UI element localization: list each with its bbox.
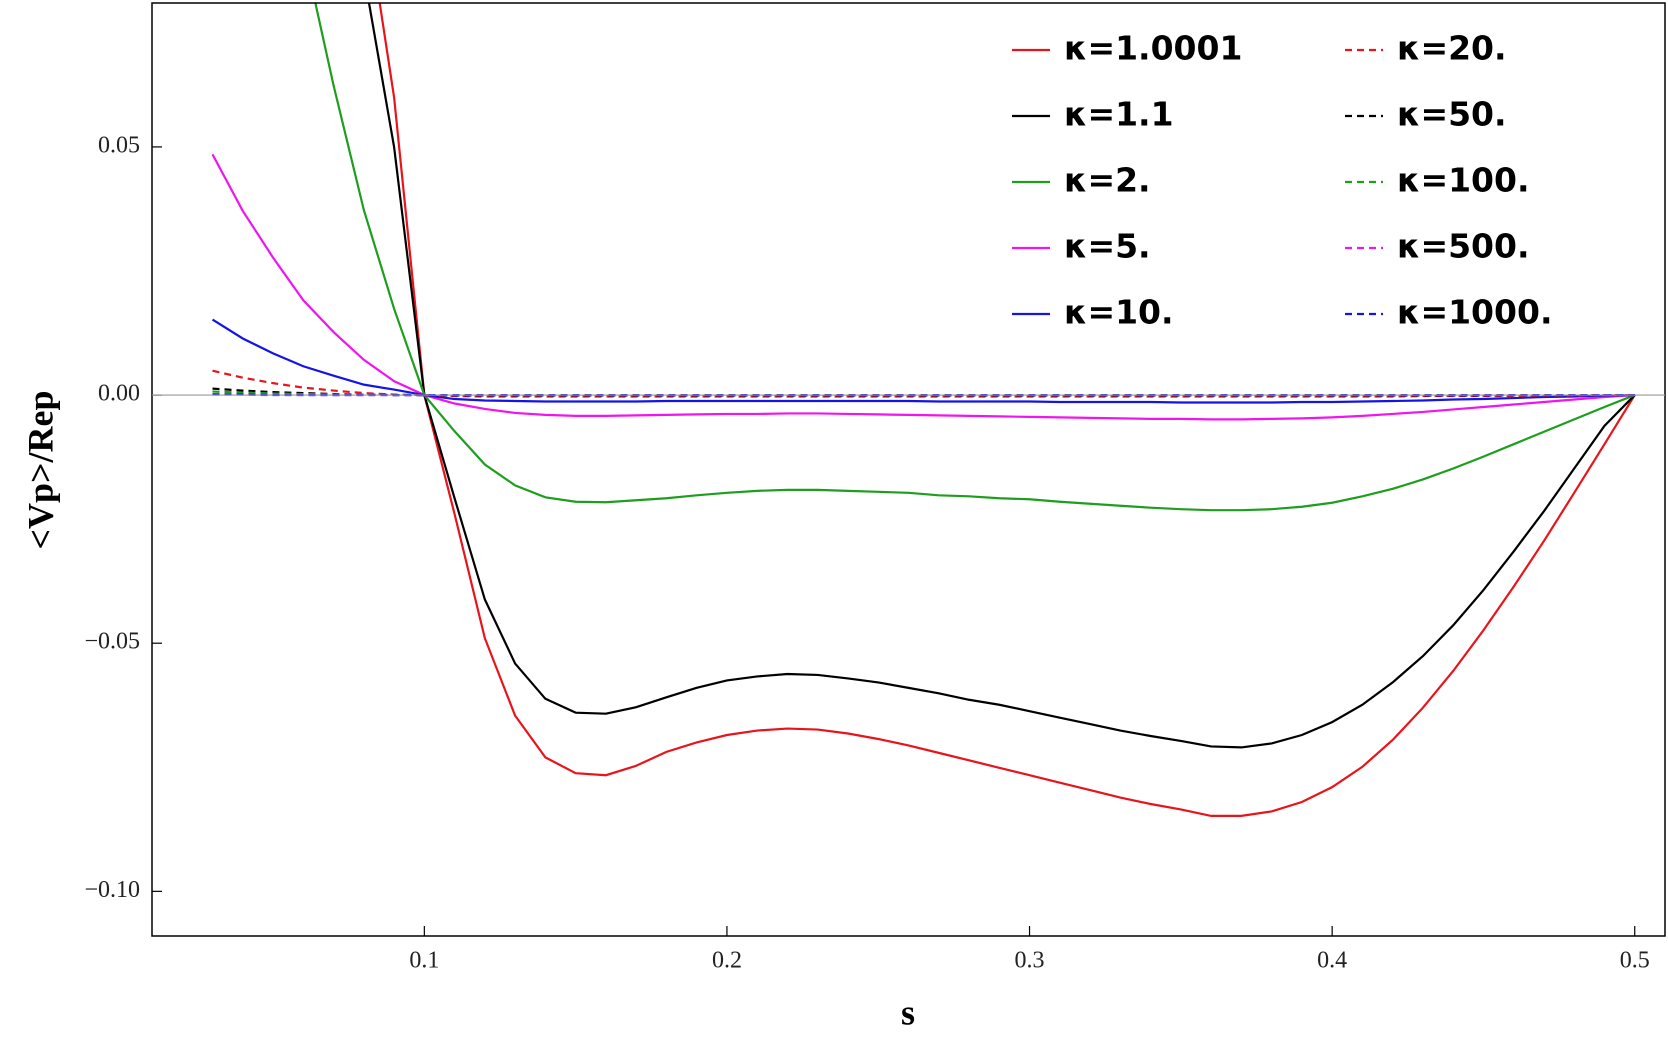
legend-label: κ=5. — [1064, 227, 1151, 266]
series-line — [211, 153, 1635, 421]
x-tick-label: 0.4 — [1317, 948, 1347, 974]
series-line — [378, 3, 1636, 817]
x-tick-label: 0.5 — [1620, 948, 1650, 974]
y-tick-label: −0.10 — [84, 877, 140, 903]
legend-label: κ=50. — [1397, 95, 1507, 134]
y-tick-label: 0.05 — [98, 132, 140, 158]
legend-label: κ=20. — [1397, 29, 1507, 68]
x-tick-label: 0.2 — [712, 948, 742, 974]
x-tick-label: 0.3 — [1015, 948, 1045, 974]
y-axis-label: <Vp>/Rep — [20, 390, 60, 549]
series-line — [211, 318, 1635, 404]
legend-label: κ=500. — [1397, 227, 1530, 266]
legend-label: κ=100. — [1397, 161, 1530, 200]
y-tick-label: 0.00 — [98, 381, 140, 407]
legend-label: κ=10. — [1064, 293, 1174, 332]
legend-label: κ=1000. — [1397, 293, 1552, 332]
x-tick-label: 0.1 — [409, 948, 439, 974]
x-axis-label: s — [901, 992, 915, 1032]
y-tick-label: −0.05 — [84, 629, 140, 655]
legend-label: κ=1.1 — [1064, 95, 1174, 134]
legend-label: κ=1.0001 — [1064, 29, 1242, 68]
series-line — [367, 3, 1636, 749]
plot-frame — [151, 2, 1666, 937]
series-line — [314, 3, 1636, 512]
legend-label: κ=2. — [1064, 161, 1151, 200]
